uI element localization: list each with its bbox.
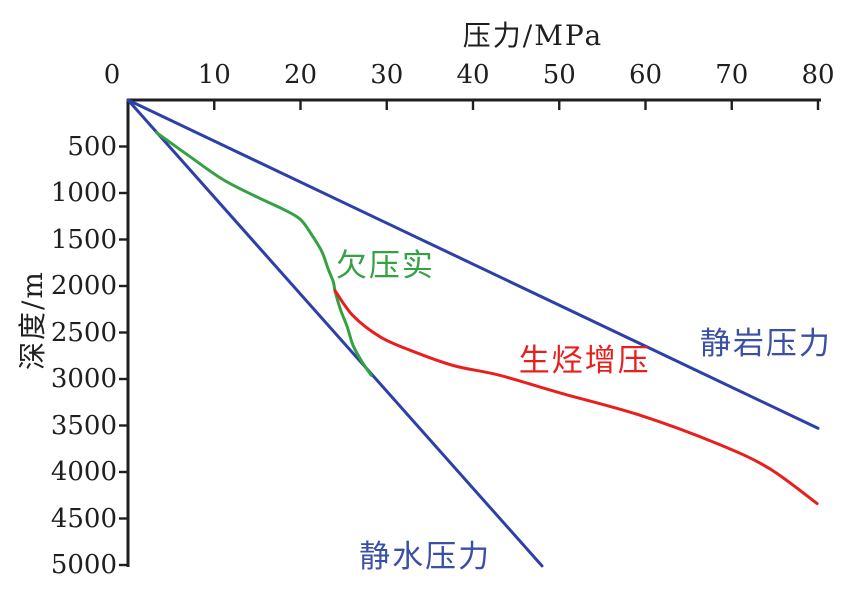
- y-tick-label-5000: 5000: [50, 550, 117, 580]
- x-tick-label-80: 80: [801, 60, 835, 90]
- y-tick-label-3500: 3500: [50, 410, 117, 441]
- x-axis-title: 压力/MPa: [462, 19, 604, 52]
- undercompaction-label: 欠压实: [335, 247, 435, 284]
- y-tick-label-1500: 1500: [50, 224, 117, 255]
- y-tick-label-2000: 2000: [50, 271, 117, 301]
- series-line-lithostatic: [126, 98, 820, 430]
- series-line-hydrocarbon-overpressure: [333, 289, 819, 506]
- y-tick-label-2500: 2500: [50, 317, 117, 348]
- x-tick-label-10: 10: [197, 60, 231, 90]
- x-tick-label-30: 30: [370, 60, 404, 90]
- y-tick-label-4500: 4500: [50, 503, 117, 534]
- x-tick-label-0: 0: [103, 60, 121, 90]
- y-tick-label-3000: 3000: [50, 364, 117, 394]
- y-tick-label-1000: 1000: [50, 178, 117, 208]
- y-tick-label-500: 500: [67, 131, 117, 162]
- hydrocarbon-overpressure-label: 生烃增压: [518, 342, 651, 379]
- x-tick-label-50: 50: [542, 60, 576, 90]
- x-tick-label-70: 70: [715, 60, 749, 90]
- hydrostatic-label: 静水压力: [359, 538, 492, 575]
- series-line-undercompaction: [154, 131, 373, 377]
- x-tick-label-60: 60: [628, 60, 663, 90]
- x-tick-label-20: 20: [283, 60, 318, 90]
- y-tick-label-4000: 4000: [50, 457, 117, 487]
- series-line-hydrostatic: [126, 98, 544, 568]
- x-tick-label-40: 40: [456, 60, 490, 90]
- lithostatic-label: 静岩压力: [699, 325, 832, 362]
